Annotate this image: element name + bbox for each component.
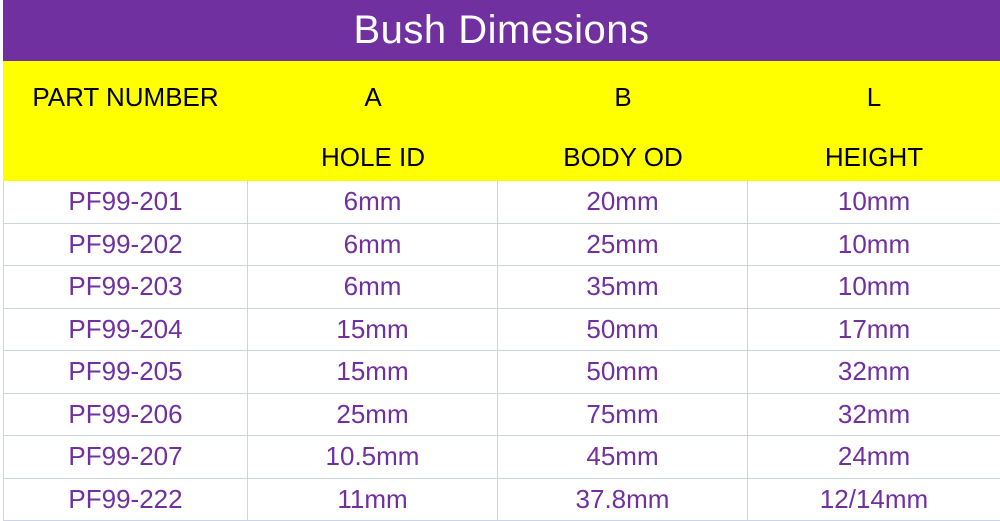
cell-height: 24mm	[748, 436, 1000, 479]
cell-hole-id: 10.5mm	[248, 436, 498, 479]
header-cell-a: A	[364, 81, 382, 112]
header-cell-body-od: BODY OD	[563, 141, 683, 172]
table-title: Bush Dimesions	[353, 8, 650, 52]
cell-part-number: PF99-203	[3, 266, 248, 309]
cell-hole-id: 6mm	[248, 266, 498, 309]
cell-height: 17mm	[748, 309, 1000, 351]
header-row-descriptions: HOLE ID BODY OD HEIGHT	[3, 121, 1000, 181]
header-cell-part-number: PART NUMBER	[32, 81, 219, 112]
cell-height: 10mm	[748, 224, 1000, 266]
cell-part-number: PF99-201	[3, 181, 248, 224]
cell-height: 10mm	[748, 266, 1000, 309]
cell-part-number: PF99-222	[3, 478, 248, 521]
cell-height: 32mm	[748, 394, 1000, 436]
header-row-letters: PART NUMBER A B L	[3, 61, 1000, 121]
cell-part-number: PF99-206	[3, 393, 248, 436]
cell-hole-id: 6mm	[248, 223, 498, 266]
cell-body-od: 45mm	[498, 436, 748, 479]
cell-body-od: 25mm	[498, 223, 748, 266]
table-row: PF99-205 15mm 50mm 32mm	[3, 351, 1000, 394]
cell-hole-id: 15mm	[248, 351, 498, 394]
table-row: PF99-222 11mm 37.8mm 12/14mm	[3, 478, 1000, 521]
table-row: PF99-204 15mm 50mm 17mm	[3, 308, 1000, 351]
cell-height: 10mm	[748, 181, 1000, 224]
table-row: PF99-203 6mm 35mm 10mm	[3, 266, 1000, 309]
cell-part-number: PF99-205	[3, 351, 248, 394]
cell-body-od: 35mm	[498, 266, 748, 309]
cell-part-number: PF99-204	[3, 308, 248, 351]
table-row: PF99-202 6mm 25mm 10mm	[3, 223, 1000, 266]
cell-part-number: PF99-207	[3, 436, 248, 479]
header-cell-height: HEIGHT	[824, 141, 924, 172]
cell-hole-id: 11mm	[248, 478, 498, 521]
header-cell-hole-id: HOLE ID	[320, 141, 426, 172]
bush-dimensions-table: Bush Dimesions PART NUMBER A B L HOLE ID…	[3, 0, 1000, 521]
table-row: PF99-206 25mm 75mm 32mm	[3, 393, 1000, 436]
header-cell-l: L	[866, 81, 882, 112]
cell-height: 32mm	[748, 351, 1000, 394]
cell-hole-id: 15mm	[248, 308, 498, 351]
cell-body-od: 50mm	[498, 308, 748, 351]
cell-body-od: 75mm	[498, 393, 748, 436]
header-cell-b: B	[614, 81, 632, 112]
cell-hole-id: 6mm	[248, 181, 498, 224]
table-row: PF99-207 10.5mm 45mm 24mm	[3, 436, 1000, 479]
cell-hole-id: 25mm	[248, 393, 498, 436]
cell-part-number: PF99-202	[3, 223, 248, 266]
table-title-bar: Bush Dimesions	[3, 0, 1000, 61]
header-cell-blank	[3, 121, 248, 181]
cell-body-od: 50mm	[498, 351, 748, 394]
table-body: PF99-201 6mm 20mm 10mm PF99-202 6mm 25mm…	[3, 181, 1000, 521]
cell-body-od: 37.8mm	[498, 478, 748, 521]
cell-body-od: 20mm	[498, 181, 748, 224]
cell-height: 12/14mm	[748, 479, 1000, 521]
table-row: PF99-201 6mm 20mm 10mm	[3, 181, 1000, 224]
